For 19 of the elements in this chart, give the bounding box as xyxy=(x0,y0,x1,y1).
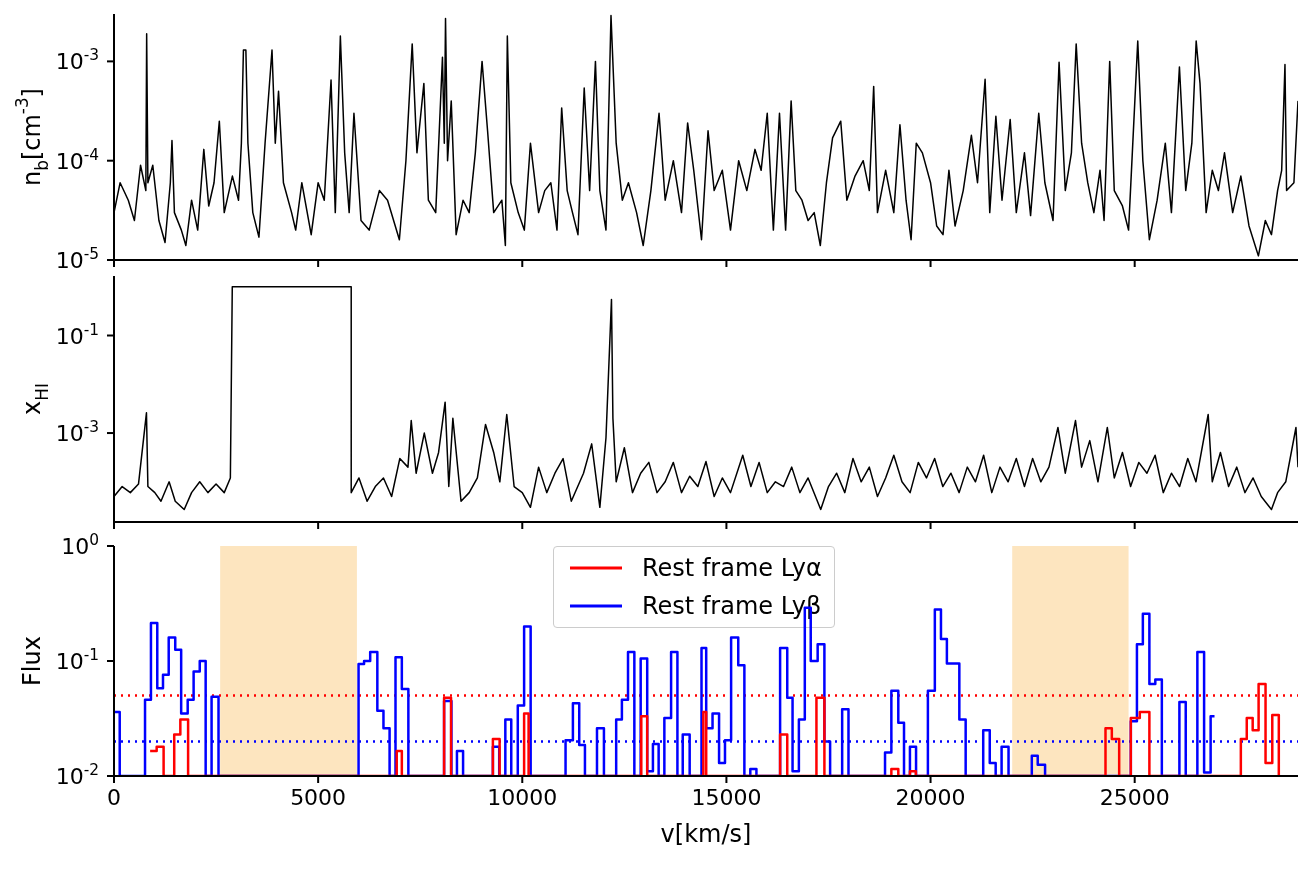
x-tick-label: 10000 xyxy=(487,785,558,810)
x-tick-label: 20000 xyxy=(895,785,966,810)
y-tick-label: 10$^{-2}$ xyxy=(55,761,99,789)
y-tick-label: 10$^{-4}$ xyxy=(55,145,99,174)
y-tick-label: 10$^{-3}$ xyxy=(55,46,99,75)
x-tick-label: 15000 xyxy=(691,785,762,810)
y-axis-title: Flux xyxy=(18,636,46,686)
line-series xyxy=(114,14,1298,257)
legend-label: Rest frame Lyβ xyxy=(642,591,822,622)
y-tick-label: 10$^{-5}$ xyxy=(55,245,99,273)
y-tick-label: 10$^{-3}$ xyxy=(55,418,99,447)
y-tick-label: 10$^{-1}$ xyxy=(55,320,99,349)
legend-label: Rest frame Lyα xyxy=(642,553,822,584)
x-tick-label: 5000 xyxy=(290,785,347,810)
x-tick-label: 0 xyxy=(107,785,121,810)
x-tick-label: 25000 xyxy=(1099,785,1170,810)
y-tick-label: 10$^{-1}$ xyxy=(55,646,99,674)
y-tick-label: 10$^{0}$ xyxy=(61,531,99,559)
x-axis-title: v[km/s] xyxy=(660,820,752,848)
